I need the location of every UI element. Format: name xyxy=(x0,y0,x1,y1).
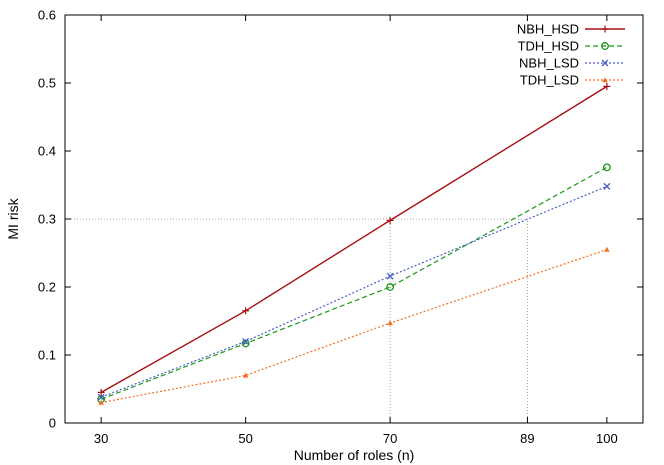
x-tick-label: 100 xyxy=(596,431,618,446)
legend: NBH_HSD TDH_HSD NBH_LSD TDH_LSD xyxy=(517,22,625,88)
y-axis-label: MI risk xyxy=(5,197,21,239)
data-point xyxy=(97,393,105,401)
legend-item: TDH_HSD xyxy=(518,39,625,54)
data-series xyxy=(97,82,611,405)
legend-label: TDH_HSD xyxy=(518,39,579,54)
data-point xyxy=(387,320,393,326)
legend-marker xyxy=(601,59,609,67)
legend-item: NBH_HSD xyxy=(517,22,625,37)
data-point xyxy=(98,399,104,405)
x-tick-label: 50 xyxy=(238,431,252,446)
y-tick-label: 0 xyxy=(49,416,56,431)
data-point xyxy=(241,339,250,348)
series-line xyxy=(100,185,608,398)
series-line xyxy=(101,249,608,404)
legend-marker xyxy=(602,77,608,83)
legend-label: NBH_HSD xyxy=(517,22,579,37)
data-point xyxy=(242,337,250,345)
data-point xyxy=(386,216,394,224)
data-point xyxy=(604,246,610,252)
legend-marker xyxy=(601,42,609,50)
data-point xyxy=(602,163,611,172)
data-point xyxy=(242,372,249,378)
y-tick-label: 0.5 xyxy=(38,76,56,91)
series-line xyxy=(100,166,608,400)
data-point xyxy=(97,388,105,396)
legend-marker xyxy=(601,25,609,33)
series-line xyxy=(100,85,608,394)
y-tick-label: 0.1 xyxy=(38,348,56,363)
series-tdh-hsd xyxy=(97,163,611,404)
series-nbh-lsd xyxy=(97,182,611,401)
y-tick-label: 0.2 xyxy=(38,280,56,295)
data-point xyxy=(386,272,394,280)
x-tick-label: 70 xyxy=(383,431,397,446)
y-tick-label: 0.6 xyxy=(38,8,56,23)
x-tick-label: 30 xyxy=(94,431,108,446)
legend-item: TDH_LSD xyxy=(520,73,625,88)
data-point xyxy=(242,307,250,315)
series-nbh-hsd xyxy=(97,82,611,396)
y-tick-label: 0.4 xyxy=(38,144,56,159)
legend-label: TDH_LSD xyxy=(520,73,579,88)
legend-label: NBH_LSD xyxy=(519,56,579,71)
legend-item: NBH_LSD xyxy=(519,56,625,71)
data-point xyxy=(603,182,611,190)
series-tdh-lsd xyxy=(98,246,610,405)
reference-lines xyxy=(65,218,528,423)
data-point xyxy=(603,82,611,90)
y-tick-label: 0.3 xyxy=(38,212,56,227)
data-point xyxy=(386,283,395,291)
x-axis-label: Number of roles (n) xyxy=(294,447,415,463)
axis-ticks: 0 0.1 0.2 0.3 0.4 0.5 0.6 30 50 70 89 100 xyxy=(38,8,643,446)
x-tick-label: 89 xyxy=(520,431,534,446)
